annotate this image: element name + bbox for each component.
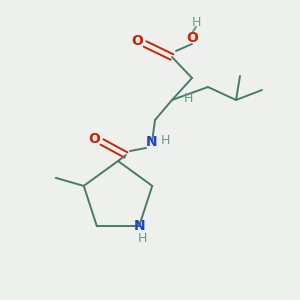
Text: O: O — [88, 132, 100, 146]
Text: N: N — [133, 219, 145, 233]
Text: H: H — [137, 232, 147, 244]
Text: O: O — [131, 34, 143, 48]
Text: H: H — [160, 134, 170, 146]
Text: N: N — [146, 135, 158, 149]
Text: H: H — [191, 16, 201, 28]
Text: H: H — [183, 92, 193, 104]
Text: O: O — [186, 31, 198, 45]
